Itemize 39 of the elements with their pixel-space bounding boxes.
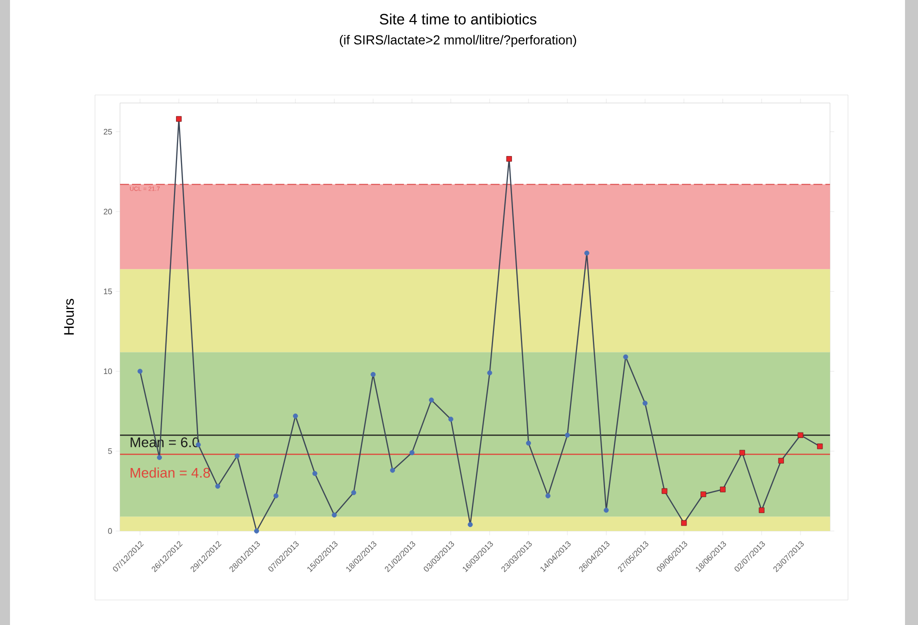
point bbox=[584, 250, 590, 256]
point bbox=[817, 444, 823, 450]
chart-title: Site 4 time to antibiotics bbox=[380, 14, 536, 24]
chart-subtitle: (if SIRS/lactate>2 mmol/litre/?perforation) bbox=[340, 34, 576, 48]
point bbox=[758, 507, 764, 514]
point bbox=[778, 458, 784, 464]
point bbox=[623, 354, 628, 360]
point bbox=[700, 491, 706, 498]
point bbox=[428, 398, 434, 403]
point bbox=[370, 372, 376, 377]
point bbox=[545, 493, 550, 498]
point bbox=[390, 468, 396, 473]
ref-line-label: Median = 4.8 bbox=[130, 467, 210, 478]
point bbox=[798, 432, 804, 438]
point bbox=[468, 522, 473, 528]
point bbox=[487, 370, 492, 376]
point bbox=[662, 488, 668, 494]
point bbox=[312, 471, 318, 476]
point bbox=[409, 450, 414, 456]
point bbox=[254, 528, 260, 534]
point bbox=[604, 508, 609, 513]
point bbox=[642, 400, 648, 406]
point bbox=[234, 453, 240, 458]
point bbox=[506, 156, 512, 162]
point bbox=[526, 440, 532, 446]
point bbox=[564, 432, 570, 438]
point bbox=[176, 116, 182, 122]
point bbox=[274, 493, 278, 498]
point bbox=[351, 490, 356, 496]
point bbox=[739, 450, 745, 456]
point bbox=[138, 368, 143, 374]
point bbox=[448, 416, 454, 422]
point bbox=[681, 520, 687, 526]
point bbox=[156, 455, 162, 460]
point bbox=[332, 512, 337, 518]
point bbox=[292, 414, 298, 418]
y-axis-title: Hours bbox=[64, 298, 74, 334]
point bbox=[720, 486, 726, 492]
point bbox=[215, 484, 220, 489]
